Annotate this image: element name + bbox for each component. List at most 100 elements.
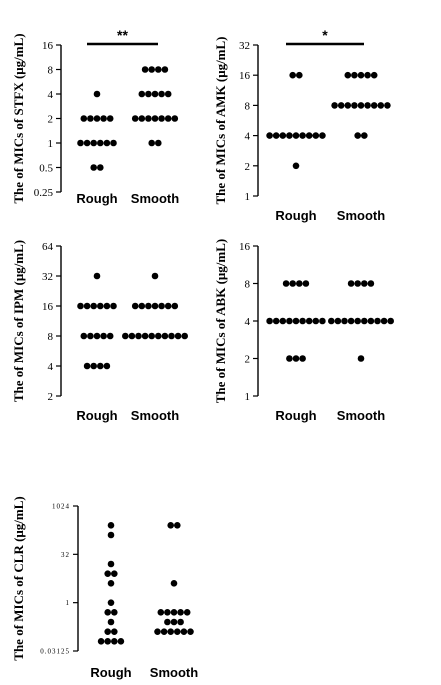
data-point-rough — [104, 638, 111, 645]
data-point-smooth — [164, 609, 171, 616]
data-point-rough — [111, 628, 118, 635]
data-point-smooth — [361, 132, 368, 139]
data-point-rough — [100, 332, 107, 340]
data-point-smooth — [328, 317, 335, 325]
data-point-smooth — [351, 102, 358, 109]
y-tick-label: 0.5 — [39, 163, 53, 175]
data-point-smooth — [151, 115, 159, 122]
data-point-smooth — [164, 302, 172, 310]
data-point-smooth — [164, 115, 172, 122]
data-point-smooth — [364, 71, 371, 79]
data-point-rough — [117, 638, 125, 645]
data-point-smooth — [380, 317, 388, 325]
data-point-smooth — [141, 332, 149, 340]
y-axis-label: The of MICs of IPM (μg/mL) — [11, 240, 26, 402]
data-point-smooth — [148, 66, 155, 73]
y-tick-label: 4 — [245, 316, 251, 328]
data-point-rough — [266, 132, 273, 139]
data-point-smooth — [167, 628, 174, 635]
data-point-smooth — [337, 102, 345, 109]
data-point-rough — [286, 355, 293, 362]
data-point-rough — [279, 317, 287, 325]
y-tick-label: 8 — [48, 65, 54, 77]
data-point-smooth — [170, 580, 178, 587]
data-point-smooth — [161, 66, 169, 73]
data-point-rough — [305, 317, 313, 325]
data-point-rough — [77, 302, 84, 310]
data-point-smooth — [334, 317, 342, 325]
data-point-smooth — [151, 90, 159, 98]
data-point-smooth — [344, 71, 352, 79]
data-point-smooth — [387, 317, 395, 325]
data-point-smooth — [151, 302, 159, 310]
significance-label: ** — [117, 27, 128, 43]
data-point-smooth — [351, 71, 358, 79]
data-point-smooth — [183, 609, 191, 616]
y-tick-label: 4 — [48, 89, 54, 101]
panel-5: 0.03125 1 32 1024 The of MICs of CLR (μg/mL)… — [11, 496, 198, 680]
data-point-smooth — [148, 332, 155, 340]
data-point-rough — [90, 164, 97, 171]
data-point-rough — [93, 272, 101, 280]
data-point-rough — [312, 132, 320, 139]
data-point-smooth — [174, 628, 181, 635]
data-point-smooth — [344, 102, 352, 109]
data-point-smooth — [151, 272, 159, 280]
data-point-rough — [279, 132, 287, 139]
data-point-smooth — [357, 355, 365, 362]
y-tick-label: 2 — [245, 354, 251, 366]
y-tick-label: 16 — [239, 70, 251, 82]
data-point-rough — [299, 355, 306, 362]
y-tick-label: 8 — [48, 331, 54, 343]
data-point-rough — [299, 132, 306, 139]
panel-2: 1 2 4 8 16 32 The of MICs of AMK (μg/mL) Rough S… — [213, 27, 391, 223]
panel-4: 1 2 4 8 16 The of MICs of ABK (μg/mL) Rough Smo… — [213, 239, 395, 423]
data-point-smooth — [177, 618, 184, 626]
data-point-smooth — [155, 139, 162, 147]
y-tick-label: 0.03125 — [40, 648, 70, 656]
data-point-rough — [110, 139, 117, 147]
y-tick-label: 64 — [42, 241, 54, 253]
data-point-smooth — [138, 115, 146, 122]
data-point-smooth — [157, 609, 165, 616]
category-label-smooth: Smooth — [337, 208, 385, 223]
data-point-rough — [93, 332, 101, 340]
y-tick-label: 1024 — [52, 503, 70, 511]
data-point-smooth — [367, 317, 375, 325]
y-tick-label: 32 — [239, 40, 250, 52]
data-point-smooth — [145, 302, 152, 310]
data-point-smooth — [354, 317, 362, 325]
data-point-smooth — [158, 302, 165, 310]
y-tick-label: 2 — [48, 114, 54, 126]
data-point-rough — [90, 362, 97, 370]
data-point-rough — [292, 132, 300, 139]
data-point-smooth — [135, 332, 142, 340]
category-label-smooth: Smooth — [150, 665, 198, 680]
y-tick-label: 2 — [245, 161, 251, 173]
data-point-rough — [103, 302, 111, 310]
y-tick-label: 2 — [48, 391, 54, 403]
y-tick-label: 1 — [245, 391, 251, 403]
data-point-smooth — [364, 102, 371, 109]
data-point-smooth — [145, 90, 152, 98]
data-point-smooth — [347, 280, 355, 287]
data-point-smooth — [370, 71, 378, 79]
data-point-rough — [111, 638, 118, 645]
data-point-rough — [93, 90, 101, 98]
data-point-smooth — [148, 139, 155, 147]
data-point-rough — [83, 302, 91, 310]
data-point-rough — [90, 302, 97, 310]
data-point-rough — [289, 280, 297, 287]
data-point-smooth — [354, 280, 362, 287]
data-point-rough — [83, 139, 91, 147]
data-point-smooth — [158, 90, 165, 98]
data-point-smooth — [347, 317, 355, 325]
significance-label: * — [322, 27, 328, 43]
data-point-smooth — [181, 332, 188, 340]
category-label-smooth: Smooth — [131, 408, 179, 423]
y-axis-label: The of MICs of CLR (μg/mL) — [11, 496, 26, 660]
data-point-smooth — [168, 332, 175, 340]
data-point-rough — [292, 162, 300, 170]
data-point-rough — [97, 362, 104, 370]
data-point-rough — [106, 115, 114, 122]
